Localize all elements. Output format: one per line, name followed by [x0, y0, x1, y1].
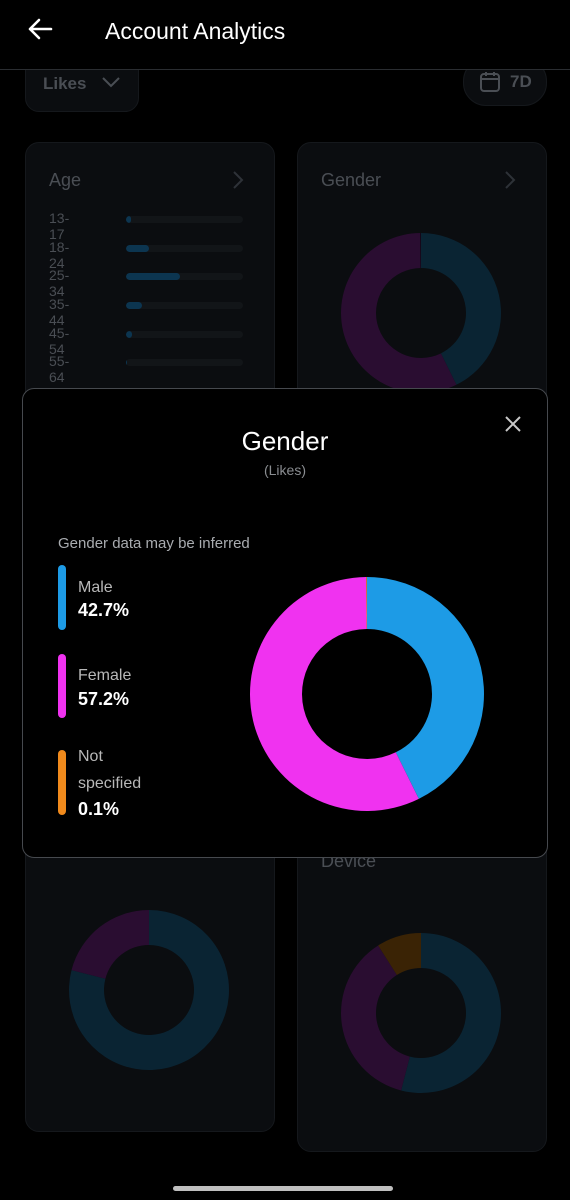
modal-note: Gender data may be inferred: [58, 535, 250, 552]
age-label: 25-34: [49, 267, 70, 299]
legend-value: 42.7%: [78, 600, 130, 620]
header-title: Account Analytics: [105, 18, 286, 44]
chevron-down: [102, 77, 120, 88]
age-track: [126, 245, 243, 252]
back-button[interactable]: [27, 17, 53, 41]
lower-left-slice: [69, 910, 230, 1070]
gender-card-title: Gender: [321, 170, 382, 190]
chevron-right: [505, 171, 516, 189]
age-track: [126, 331, 243, 338]
age-bar: [126, 331, 132, 338]
modal-title: Gender: [241, 426, 329, 456]
legend-value: 57.2%: [78, 689, 130, 709]
device-slice: [340, 945, 410, 1091]
age-bar: [126, 245, 150, 252]
age-label: 45-54: [49, 325, 70, 357]
age-track: [126, 302, 243, 309]
device-slice: [401, 933, 501, 1094]
age-bar: [126, 302, 143, 309]
modal-subtitle: (Likes): [263, 462, 306, 478]
range-label: 7D: [510, 72, 532, 91]
legend-name: Not specified: [78, 748, 142, 792]
lower-left-slice: [71, 910, 149, 979]
age-label: 18-24: [49, 239, 70, 271]
age-label: 35-44: [49, 296, 70, 328]
legend-swatch: [58, 654, 66, 718]
header: Account Analytics: [0, 0, 570, 70]
legend-swatch: [58, 565, 66, 630]
age-title: Age: [49, 170, 82, 190]
metric-label: Likes: [43, 74, 87, 93]
age-label: 55-64: [49, 353, 70, 385]
age-track: [126, 273, 243, 280]
legend-swatch: [58, 750, 66, 815]
gender-card-slice: [421, 233, 501, 385]
device-slice: [378, 933, 421, 976]
age-bar: [126, 359, 128, 366]
age-bar: [126, 216, 131, 223]
age-track: [126, 216, 243, 223]
chevron-right: [233, 171, 244, 189]
legend-name: Male: [78, 579, 113, 596]
legend-name: Female: [78, 667, 132, 684]
legend-value: 0.1%: [78, 799, 120, 819]
gender-card-slice: [341, 233, 457, 393]
close-button[interactable]: [505, 416, 521, 432]
age-label: 13-17: [49, 210, 70, 242]
age-track: [126, 359, 243, 366]
lower-left-card[interactable]: [25, 820, 275, 1132]
home-indicator: [173, 1186, 393, 1191]
age-bar: [126, 273, 180, 280]
calendar-icon: [480, 72, 500, 92]
